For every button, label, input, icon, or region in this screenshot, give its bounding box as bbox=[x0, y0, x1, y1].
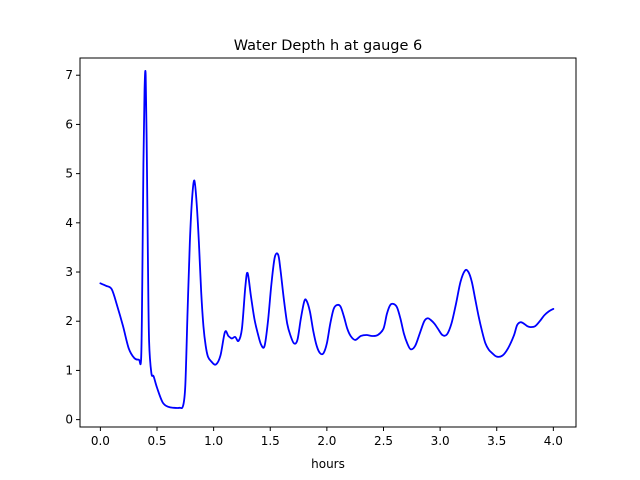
y-tick-label: 6 bbox=[65, 117, 73, 131]
axes: 0.0 0.5 1.0 1.5 2.0 2.5 3.0 3.5 4.0 0 1 2 3 4 5 6 7 bbox=[65, 57, 577, 448]
y-tick-label: 0 bbox=[65, 413, 73, 427]
x-tick-label: 0.5 bbox=[147, 434, 166, 448]
y-tick-label: 4 bbox=[65, 216, 73, 230]
chart-title: Water Depth h at gauge 6 bbox=[234, 38, 422, 54]
x-tick-label: 0.0 bbox=[91, 434, 110, 448]
x-tick-label: 1.0 bbox=[204, 434, 223, 448]
y-tick-label: 2 bbox=[65, 314, 73, 328]
x-tick-label: 3.0 bbox=[431, 434, 450, 448]
y-tick-label: 5 bbox=[65, 167, 73, 181]
x-axis-label: hours bbox=[311, 457, 345, 471]
x-tick-label: 4.0 bbox=[544, 434, 563, 448]
x-tick-label: 3.5 bbox=[487, 434, 506, 448]
x-tick-label: 1.5 bbox=[261, 434, 280, 448]
x-tick-label: 2.0 bbox=[317, 434, 336, 448]
y-tick-label: 1 bbox=[65, 363, 73, 377]
axes-frame bbox=[79, 57, 577, 428]
y-tick-label: 3 bbox=[65, 265, 73, 279]
series-line-1 bbox=[99, 70, 555, 410]
plot-area bbox=[99, 70, 555, 410]
x-tick-label: 2.5 bbox=[374, 434, 393, 448]
y-tick-label: 7 bbox=[65, 68, 73, 82]
